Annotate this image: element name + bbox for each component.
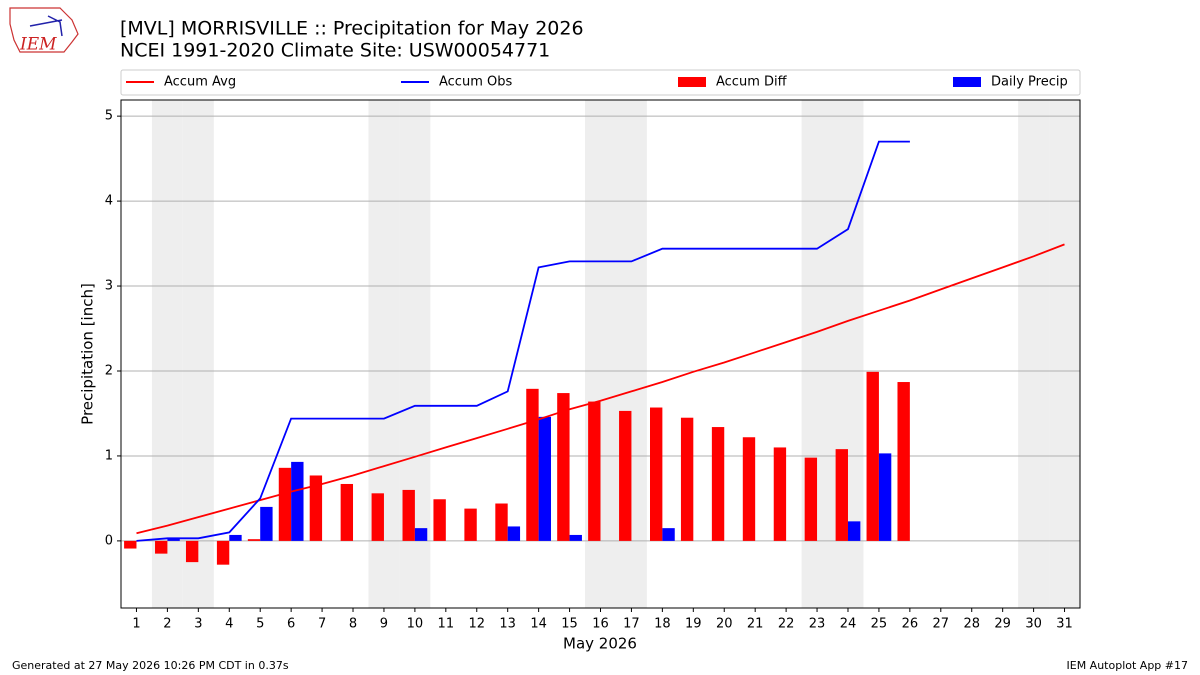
y-tick-label: 0 xyxy=(105,533,113,548)
bar xyxy=(662,528,675,541)
y-tick-label: 3 xyxy=(105,279,113,294)
legend-swatch xyxy=(678,77,706,87)
weekend-band xyxy=(151,100,183,608)
legend-label: Accum Obs xyxy=(439,75,512,90)
footer-left: Generated at 27 May 2026 10:26 PM CDT in… xyxy=(12,659,289,672)
bar xyxy=(649,407,663,541)
legend-label: Accum Diff xyxy=(716,75,788,90)
bar xyxy=(866,371,879,541)
x-tick-label: 28 xyxy=(963,617,980,632)
bar xyxy=(229,534,242,541)
x-tick-label: 29 xyxy=(994,617,1011,632)
y-tick-label: 5 xyxy=(105,109,113,124)
x-tick-label: 18 xyxy=(654,617,671,632)
weekend-band xyxy=(1018,100,1050,608)
legend-box xyxy=(120,69,1081,96)
bar xyxy=(804,457,818,541)
x-tick-label: 5 xyxy=(256,617,264,632)
x-tick-label: 9 xyxy=(380,617,388,632)
weekend-band xyxy=(182,100,214,608)
line xyxy=(136,140,910,542)
x-tick-label: 20 xyxy=(716,617,733,632)
x-tick-label: 21 xyxy=(747,617,764,632)
logo-icon xyxy=(29,15,63,37)
bar xyxy=(495,503,508,541)
bar xyxy=(680,417,694,541)
bar xyxy=(569,534,582,541)
y-axis-label: Precipitation [inch] xyxy=(79,283,97,425)
x-tick-label: 13 xyxy=(499,617,516,632)
x-tick-label: 27 xyxy=(933,617,950,632)
legend-label: Daily Precip xyxy=(991,75,1068,90)
footer-right: IEM Autoplot App #17 xyxy=(1067,659,1189,672)
x-tick-label: 26 xyxy=(902,617,919,632)
bar xyxy=(507,526,521,541)
x-tick-label: 15 xyxy=(561,617,578,632)
bar xyxy=(526,388,539,541)
x-tick-label: 4 xyxy=(225,617,233,632)
y-tick-label: 4 xyxy=(105,194,113,209)
x-tick-label: 25 xyxy=(871,617,888,632)
bar xyxy=(414,528,428,541)
bar xyxy=(742,437,756,541)
bar xyxy=(291,461,304,541)
y-tick-label: 2 xyxy=(105,363,113,378)
bar xyxy=(167,538,180,541)
bar xyxy=(402,489,415,541)
bar xyxy=(340,483,354,541)
bar xyxy=(216,540,230,565)
x-tick-label: 10 xyxy=(407,617,424,632)
x-axis-label: May 2026 xyxy=(563,635,637,653)
x-tick-label: 11 xyxy=(438,617,455,632)
logo-outline xyxy=(9,7,79,53)
x-tick-label: 31 xyxy=(1056,617,1073,632)
bar xyxy=(711,427,725,541)
bar xyxy=(260,506,273,541)
bar xyxy=(464,508,477,541)
x-tick-label: 23 xyxy=(809,617,826,632)
x-tick-label: 6 xyxy=(287,617,295,632)
bar xyxy=(897,382,910,541)
bar xyxy=(619,410,632,541)
x-tick-label: 12 xyxy=(468,617,485,632)
x-tick-label: 2 xyxy=(163,617,171,632)
bar xyxy=(878,453,892,541)
x-tick-label: 19 xyxy=(685,617,702,632)
bar xyxy=(773,447,787,541)
x-tick-label: 14 xyxy=(530,617,547,632)
x-tick-label: 24 xyxy=(840,617,857,632)
bar xyxy=(371,493,384,541)
chart-title: [MVL] MORRISVILLE :: Precipitation for M… xyxy=(120,18,584,40)
x-tick-label: 8 xyxy=(349,617,357,632)
x-tick-label: 16 xyxy=(592,617,609,632)
x-tick-label: 17 xyxy=(623,617,640,632)
bar xyxy=(247,539,261,541)
weekend-band xyxy=(1049,100,1080,608)
bar xyxy=(557,393,570,541)
bar xyxy=(847,521,861,541)
logo-text: IEM xyxy=(19,35,57,55)
bar xyxy=(538,416,552,541)
plot-frame xyxy=(120,99,1081,609)
legend-label: Accum Avg xyxy=(164,75,236,90)
x-tick-label: 30 xyxy=(1025,617,1042,632)
x-tick-label: 22 xyxy=(778,617,795,632)
y-tick-label: 1 xyxy=(105,448,113,463)
legend-swatch xyxy=(953,77,981,87)
bar xyxy=(309,475,323,541)
x-tick-label: 3 xyxy=(194,617,202,632)
bar xyxy=(124,540,137,549)
line xyxy=(136,243,1065,535)
x-tick-label: 7 xyxy=(318,617,326,632)
logo: IEM xyxy=(9,7,79,55)
bar xyxy=(185,540,199,563)
bar xyxy=(155,540,168,554)
chart-subtitle: NCEI 1991-2020 Climate Site: USW00054771 xyxy=(120,40,550,62)
bar xyxy=(278,467,292,541)
bar xyxy=(433,499,446,541)
bar xyxy=(588,401,601,541)
x-tick-label: 1 xyxy=(132,617,140,632)
bar xyxy=(835,449,848,541)
